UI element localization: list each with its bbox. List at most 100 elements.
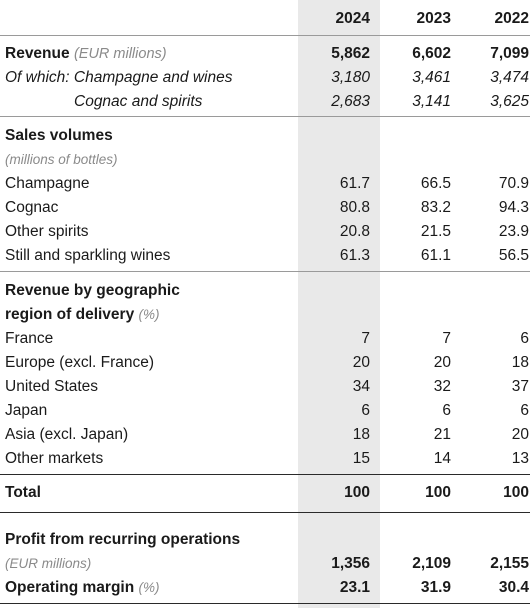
geo-label: Japan: [5, 402, 48, 419]
total-2024: 100: [344, 484, 370, 501]
year-2023: 2023: [416, 10, 451, 27]
geo-label: Other markets: [5, 450, 104, 467]
operating-margin-label-group: Operating margin (%): [5, 576, 160, 600]
geo-2023: 14: [433, 450, 451, 467]
volume-row-wines: Still and sparkling wines 61.3 61.1 56.5: [0, 244, 530, 268]
geo-2022: 6: [520, 402, 529, 419]
revenue-cognac-row: Cognac and spirits 2,683 3,141 3,625: [0, 90, 530, 114]
volume-2022: 23.9: [498, 223, 529, 240]
current-year-column-shade: [298, 0, 380, 608]
sales-volumes-title-row: Sales volumes: [0, 124, 530, 148]
geo-title-line1: Revenue by geographic: [5, 282, 180, 299]
geo-2022: 37: [511, 378, 529, 395]
revenue-2022: 7,099: [490, 45, 529, 62]
profit-2022: 2,155: [490, 555, 529, 572]
geo-row-other-markets: Other markets 15 14 13: [0, 447, 530, 471]
geo-label: United States: [5, 378, 99, 395]
total-top-rule: [0, 474, 530, 475]
revenue-champagne-label: Of which: Champagne and wines: [5, 69, 233, 86]
margin-2022: 30.4: [498, 579, 529, 596]
volume-2023: 61.1: [420, 247, 451, 264]
volume-2023: 66.5: [420, 175, 451, 192]
operating-margin-row: Operating margin (%) 23.1 31.9 30.4: [0, 576, 530, 600]
geo-title-row-2: region of delivery (%): [0, 303, 530, 327]
volume-label: Cognac: [5, 199, 59, 216]
geo-row-japan: Japan 6 6 6: [0, 399, 530, 423]
volume-2022: 94.3: [498, 199, 529, 216]
geo-2024: 20: [352, 354, 370, 371]
geo-2024: 6: [361, 402, 370, 419]
volume-2024: 20.8: [339, 223, 370, 240]
geo-title-line2: region of delivery: [5, 306, 135, 323]
volume-row-champagne: Champagne 61.7 66.5 70.9: [0, 172, 530, 196]
geo-2023: 20: [433, 354, 451, 371]
operating-margin-unit: (%): [138, 580, 160, 595]
geo-unit: (%): [138, 307, 160, 322]
total-2023: 100: [425, 484, 451, 501]
revenue-cognac-2022: 3,625: [490, 93, 529, 110]
volume-2023: 83.2: [420, 199, 451, 216]
geo-2024: 34: [352, 378, 370, 395]
revenue-row: Revenue (EUR millions) 5,862 6,602 7,099: [0, 42, 530, 66]
total-row: Total 100 100 100: [0, 481, 530, 505]
volume-2024: 61.7: [339, 175, 370, 192]
geo-2022: 6: [520, 330, 529, 347]
geo-2022: 13: [511, 450, 529, 467]
revenue-champagne-row: Of which: Champagne and wines 3,180 3,46…: [0, 66, 530, 90]
profit-unit: (EUR millions): [5, 556, 92, 571]
volume-2022: 56.5: [498, 247, 529, 264]
volumes-divider: [0, 271, 530, 272]
geo-2023: 7: [442, 330, 451, 347]
geo-row-france: France 7 7 6: [0, 327, 530, 351]
geo-2024: 15: [352, 450, 370, 467]
revenue-divider: [0, 116, 530, 117]
margin-2023: 31.9: [420, 579, 451, 596]
revenue-champagne-2023: 3,461: [412, 69, 451, 86]
revenue-champagne-2022: 3,474: [490, 69, 529, 86]
volume-2024: 80.8: [339, 199, 370, 216]
sales-volumes-unit-row: (millions of bottles): [0, 148, 530, 172]
geo-2024: 18: [352, 426, 370, 443]
revenue-2023: 6,602: [412, 45, 451, 62]
geo-2022: 20: [511, 426, 529, 443]
geo-row-united-states: United States 34 32 37: [0, 375, 530, 399]
revenue-cognac-2023: 3,141: [412, 93, 451, 110]
bottom-rule: [0, 603, 530, 604]
geo-title-row-1: Revenue by geographic: [0, 279, 530, 303]
geo-2024: 7: [361, 330, 370, 347]
geo-2023: 21: [433, 426, 451, 443]
volume-2022: 70.9: [498, 175, 529, 192]
revenue-label-group: Revenue (EUR millions): [5, 42, 167, 66]
volume-2023: 21.5: [420, 223, 451, 240]
volume-label: Still and sparkling wines: [5, 247, 171, 264]
geo-2023: 6: [442, 402, 451, 419]
revenue-cognac-label: Cognac and spirits: [74, 93, 203, 110]
geo-2022: 18: [511, 354, 529, 371]
volume-row-other-spirits: Other spirits 20.8 21.5 23.9: [0, 220, 530, 244]
geo-title-line2-group: region of delivery (%): [5, 303, 160, 327]
volume-label: Other spirits: [5, 223, 89, 240]
geo-label: Asia (excl. Japan): [5, 426, 129, 443]
revenue-label: Revenue: [5, 45, 70, 62]
revenue-cognac-2024: 2,683: [331, 93, 370, 110]
sales-volumes-unit: (millions of bottles): [5, 152, 118, 167]
profit-2024: 1,356: [331, 555, 370, 572]
geo-label: Europe (excl. France): [5, 354, 155, 371]
geo-label: France: [5, 330, 54, 347]
sales-volumes-title: Sales volumes: [5, 127, 113, 144]
geo-row-asia: Asia (excl. Japan) 18 21 20: [0, 423, 530, 447]
volume-label: Champagne: [5, 175, 90, 192]
operating-margin-label: Operating margin: [5, 579, 135, 596]
volume-2024: 61.3: [339, 247, 370, 264]
header-row: 2024 2023 2022: [0, 7, 530, 31]
header-divider: [0, 35, 530, 36]
total-2022: 100: [503, 484, 529, 501]
year-2024: 2024: [335, 10, 370, 27]
revenue-2024: 5,862: [331, 45, 370, 62]
margin-2024: 23.1: [339, 579, 370, 596]
profit-row: (EUR millions) 1,356 2,109 2,155: [0, 552, 530, 576]
year-2022: 2022: [494, 10, 529, 27]
volume-row-cognac: Cognac 80.8 83.2 94.3: [0, 196, 530, 220]
profit-title-row: Profit from recurring operations: [0, 528, 530, 552]
profit-2023: 2,109: [412, 555, 451, 572]
